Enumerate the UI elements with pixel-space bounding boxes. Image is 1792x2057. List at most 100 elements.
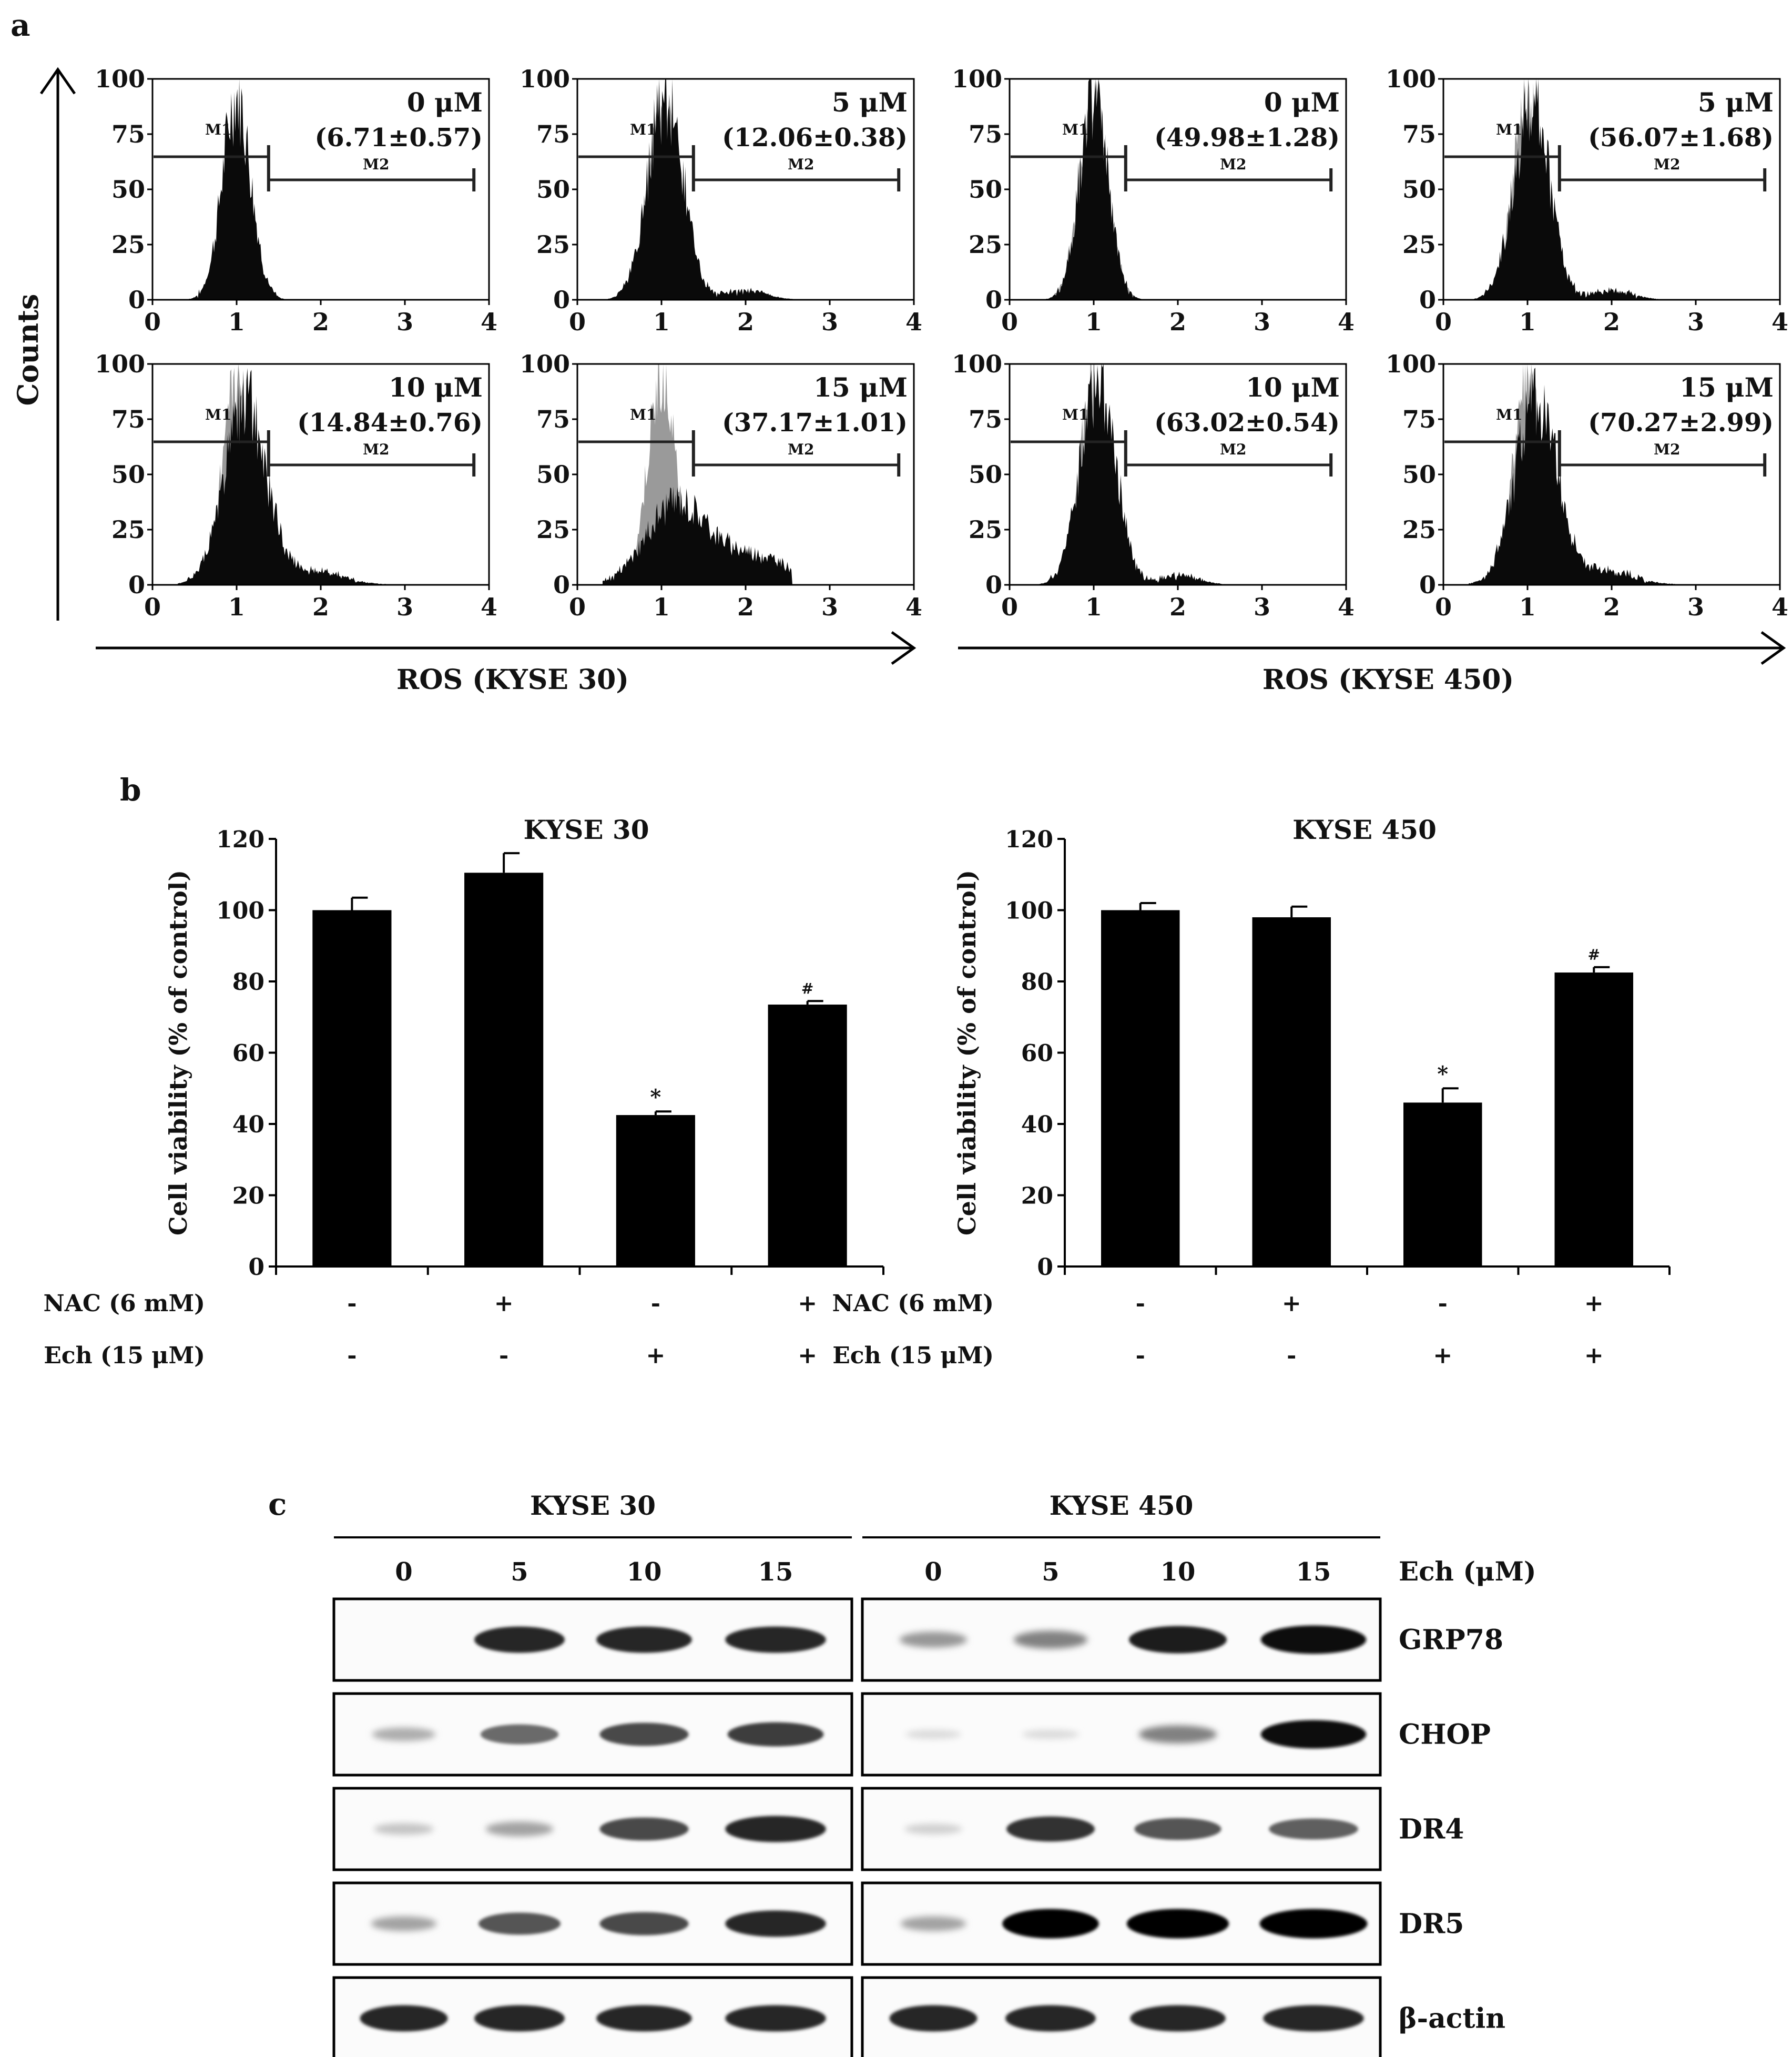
y-tick-label: 120 — [1005, 826, 1053, 853]
x-tick-label: 3 — [821, 593, 838, 621]
y-tick-label: 50 — [536, 175, 570, 204]
x-tick-label: 1 — [228, 593, 245, 621]
y-axis-label-counts: Counts — [11, 294, 45, 406]
y-tick-label: 0 — [553, 571, 570, 599]
x-tick-label: 1 — [653, 308, 670, 336]
ech-sign: - — [1287, 1342, 1296, 1369]
protein-band — [900, 1916, 966, 1931]
treated-histogram — [603, 487, 830, 585]
histogram-panel: 0 25 50 75 100 0 1 2 3 4 M1 M2 15 μM (70.27±2.99) — [1386, 350, 1788, 621]
protein-band — [372, 1727, 436, 1741]
blot-row — [861, 1976, 1382, 2057]
gate-m2-label: M2 — [1654, 156, 1680, 173]
ech-sign: + — [646, 1342, 665, 1369]
x-tick-label: 4 — [481, 308, 497, 336]
protein-band — [725, 2005, 826, 2032]
y-tick-label: 75 — [1402, 405, 1436, 433]
y-tick-label: 0 — [985, 286, 1002, 314]
ech-sign: - — [499, 1342, 508, 1369]
blot-group-label: KYSE 30 — [530, 1490, 656, 1521]
blot-row — [861, 1787, 1382, 1871]
x-tick-label: 1 — [1085, 593, 1102, 621]
protein-band — [1269, 1818, 1358, 1840]
protein-band — [899, 1632, 968, 1648]
dose-lane-label: 10 — [1160, 1557, 1196, 1587]
protein-band — [1260, 1720, 1367, 1749]
y-tick-label: 50 — [111, 460, 145, 489]
protein-label: DR5 — [1399, 1908, 1464, 1940]
nac-sign: - — [1438, 1290, 1448, 1317]
y-tick-label: 25 — [111, 230, 145, 259]
blot-group-label: KYSE 450 — [1050, 1490, 1194, 1521]
protein-band — [485, 1821, 554, 1837]
dose-lane-label: 0 — [924, 1557, 942, 1587]
nac-sign: + — [1282, 1290, 1301, 1317]
y-tick-label: 0 — [128, 286, 145, 314]
blot-row — [861, 1692, 1382, 1777]
histogram-panel: 0 25 50 75 100 0 1 2 3 4 M1 M2 10 μM (63.02±0.54) — [952, 350, 1355, 621]
blot-row — [861, 1597, 1382, 1682]
y-tick-label: 20 — [1021, 1183, 1053, 1210]
y-tick-label: 25 — [536, 230, 570, 259]
nac-sign: - — [651, 1290, 660, 1317]
panel-a-x-axis-kyse30: ROS (KYSE 30) — [96, 631, 917, 696]
protein-band — [478, 1912, 561, 1935]
y-tick-label: 0 — [248, 1254, 264, 1281]
x-tick-label: 1 — [1519, 593, 1536, 621]
x-tick-label: 0 — [1435, 308, 1452, 336]
y-tick-label: 100 — [216, 898, 264, 925]
protein-band — [727, 1722, 824, 1747]
protein-band — [474, 2005, 565, 2032]
protein-band — [1126, 1909, 1229, 1939]
treated-histogram — [178, 368, 405, 585]
y-tick-label: 0 — [1037, 1254, 1053, 1281]
y-tick-label: 100 — [520, 65, 570, 93]
gate-m1-label: M1 — [205, 406, 231, 423]
y-tick-label: 80 — [232, 969, 264, 996]
dose-label: 15 μM — [813, 372, 908, 403]
dose-label: 15 μM — [1679, 372, 1774, 403]
protein-band — [1129, 1626, 1227, 1654]
y-tick-label: 100 — [1386, 65, 1436, 93]
x-tick-label: 4 — [1338, 308, 1355, 336]
x-tick-label: 2 — [1169, 308, 1186, 336]
blot-row — [332, 1787, 853, 1871]
bar — [616, 1115, 695, 1266]
x-tick-label: 3 — [1254, 308, 1270, 336]
histogram-panel: 0 25 50 75 100 0 1 2 3 4 M1 M2 10 μM (14.84±0.76) — [95, 350, 497, 621]
histogram-panel: 0 25 50 75 100 0 1 2 3 4 M1 M2 5 μM (12.06±0.38) — [520, 65, 922, 336]
y-tick-label: 25 — [111, 515, 145, 544]
y-tick-label: 60 — [1021, 1040, 1053, 1067]
dose-label: 0 μM — [407, 87, 483, 118]
dose-label: 10 μM — [1246, 372, 1340, 403]
protein-band — [1259, 1909, 1368, 1939]
x-tick-label: 4 — [905, 593, 922, 621]
x-tick-label: 3 — [396, 593, 413, 621]
y-tick-label: 0 — [1419, 571, 1436, 599]
x-tick-label: 2 — [312, 593, 329, 621]
ros-value-label: (49.98±1.28) — [1154, 123, 1340, 153]
ros-value-label: (70.27±2.99) — [1588, 408, 1774, 438]
bar — [1403, 1102, 1482, 1266]
ech-sign: - — [1136, 1342, 1145, 1369]
gate-m2-label: M2 — [1220, 441, 1246, 458]
bar-chart-1: KYSE 450 Cell viability (% of control) 0 20… — [832, 814, 1671, 1369]
histogram-panel: 0 25 50 75 100 0 1 2 3 4 M1 M2 15 μM (37.17±1.01) — [520, 350, 922, 621]
bar-chart-ylabel: Cell viability (% of control) — [953, 870, 981, 1235]
protein-band — [1130, 2005, 1226, 2032]
y-tick-label: 0 — [1419, 286, 1436, 314]
protein-band — [596, 2005, 692, 2032]
x-tick-label: 2 — [312, 308, 329, 336]
blot-row — [332, 1881, 853, 1966]
protein-band — [596, 1626, 692, 1653]
y-tick-label: 40 — [232, 1111, 264, 1138]
ech-row-label: Ech (15 μM) — [44, 1342, 205, 1369]
x-tick-label: 1 — [228, 308, 245, 336]
protein-band — [725, 1910, 826, 1937]
treated-histogram — [178, 79, 405, 300]
panel-b-label: b — [120, 772, 141, 808]
ech-sign: + — [1584, 1342, 1604, 1369]
blot-row — [332, 1597, 853, 1682]
protein-band — [725, 1626, 826, 1653]
